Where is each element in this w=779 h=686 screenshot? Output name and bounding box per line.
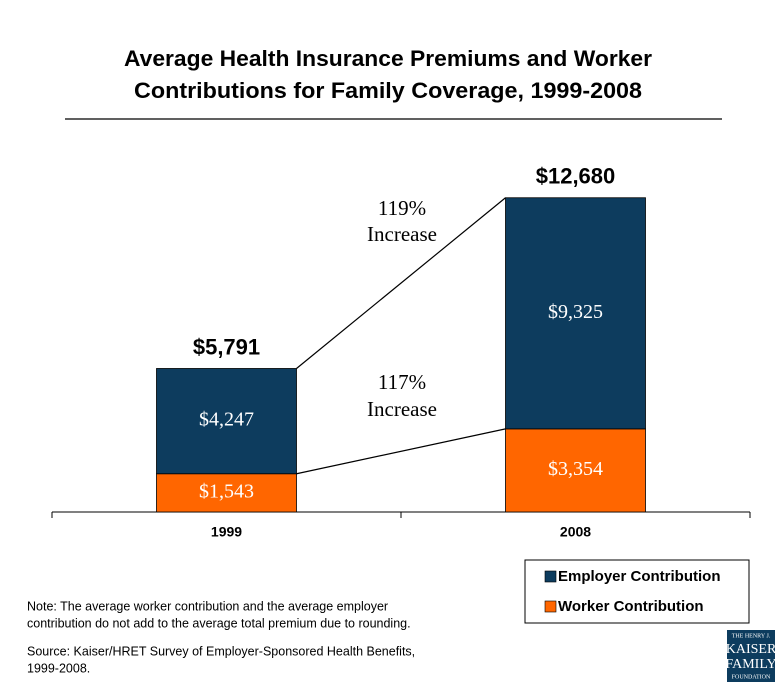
legend-box bbox=[524, 559, 750, 624]
bar-segment bbox=[505, 428, 646, 513]
data-label: $9,325 bbox=[548, 301, 603, 323]
data-label: $4,247 bbox=[199, 409, 254, 431]
logo-text: FAMILY bbox=[725, 657, 776, 672]
total-label: $5,791 bbox=[193, 334, 260, 359]
bar-segment bbox=[156, 473, 297, 513]
annotation: 117% bbox=[378, 370, 426, 394]
data-label: $3,354 bbox=[548, 458, 603, 480]
chart-title: Average Health Insurance Premiums and Wo… bbox=[124, 46, 652, 71]
logo bbox=[727, 630, 775, 682]
x-tick-label: 1999 bbox=[211, 524, 242, 540]
bar-segment bbox=[505, 197, 646, 430]
x-tick-label: 2008 bbox=[560, 524, 591, 540]
connector-line bbox=[296, 428, 506, 475]
annotation: Increase bbox=[367, 397, 437, 421]
total-label: $12,680 bbox=[536, 164, 616, 189]
logo-text: FOUNDATION bbox=[732, 674, 771, 680]
source: 1999-2008. bbox=[27, 661, 90, 675]
legend-swatch bbox=[544, 570, 557, 583]
annotation: Increase bbox=[367, 222, 437, 246]
source: Source: Kaiser/HRET Survey of Employer-S… bbox=[27, 644, 415, 658]
chart-title: Contributions for Family Coverage, 1999-… bbox=[134, 78, 642, 103]
connector-line bbox=[296, 197, 506, 369]
legend-label: Employer Contribution bbox=[558, 568, 721, 585]
logo-text: THE HENRY J. bbox=[732, 633, 771, 639]
legend-swatch bbox=[544, 600, 557, 613]
note: contribution do not add to the average t… bbox=[27, 616, 411, 630]
note: Note: The average worker contribution an… bbox=[27, 599, 388, 613]
bar-segment bbox=[156, 368, 297, 475]
data-label: $1,543 bbox=[199, 480, 254, 502]
legend-label: Worker Contribution bbox=[558, 598, 704, 615]
logo-text: KAISER bbox=[726, 642, 777, 657]
annotation: 119% bbox=[378, 196, 426, 220]
